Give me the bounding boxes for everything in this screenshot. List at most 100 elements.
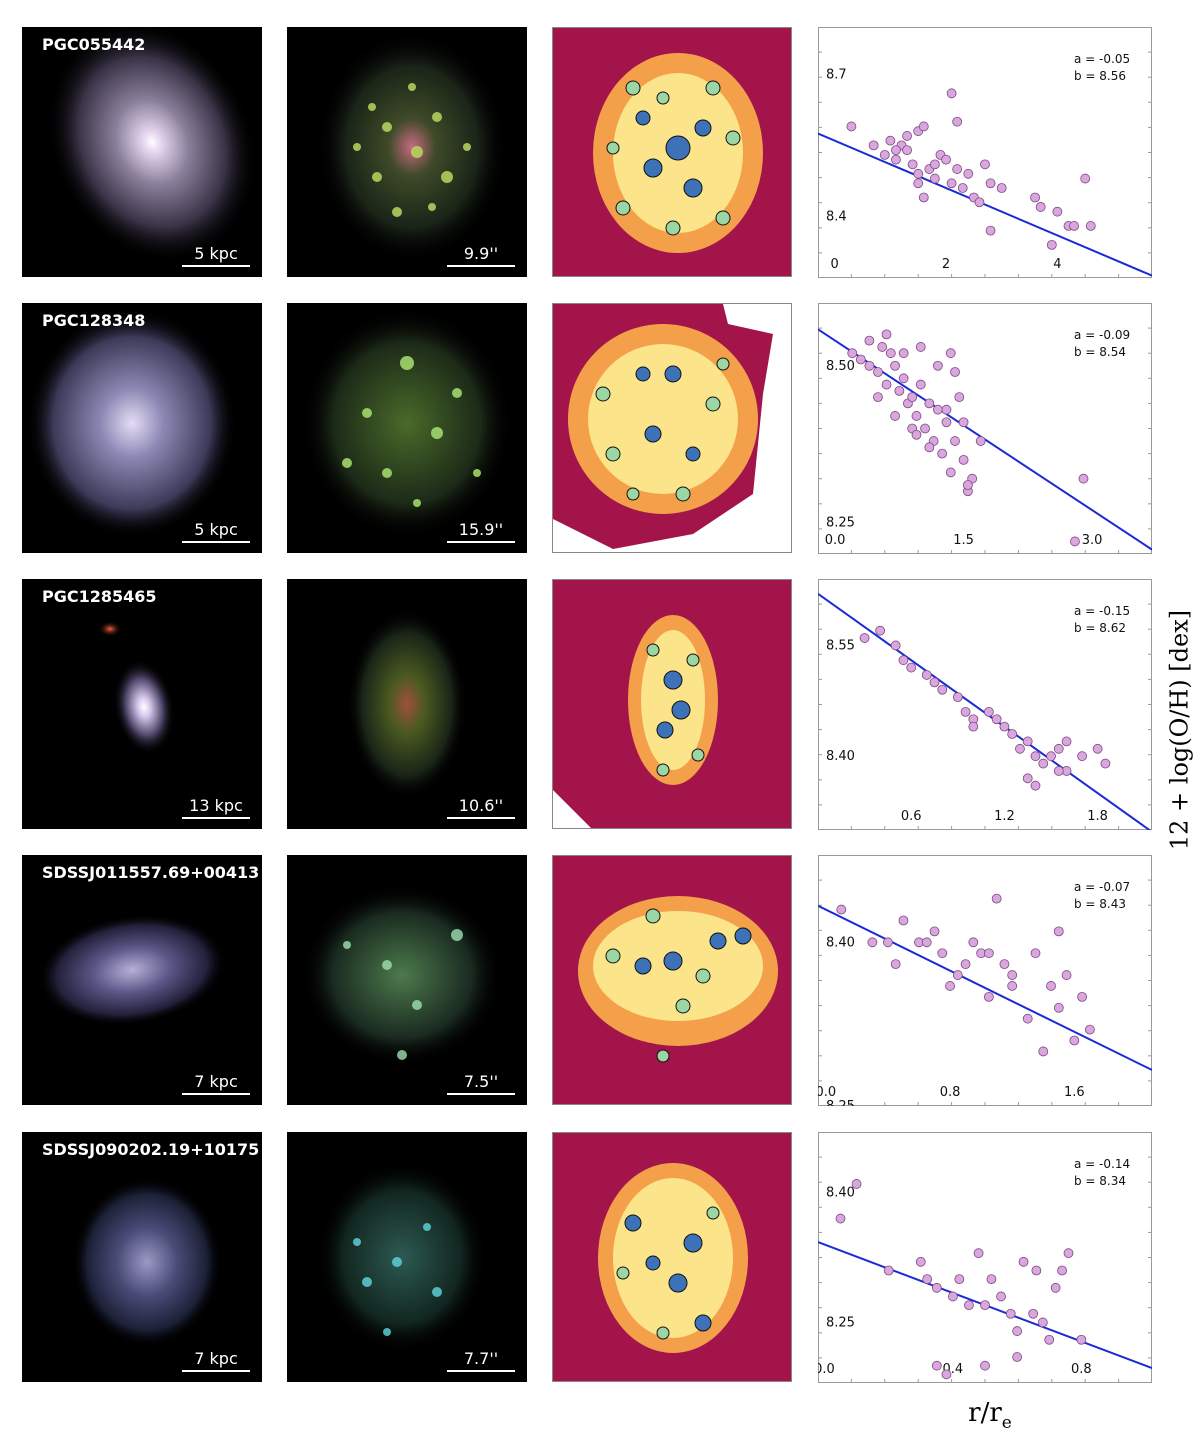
scale-bar-kpc: 13 kpc bbox=[182, 797, 250, 819]
plot-frame bbox=[818, 27, 1152, 278]
data-point bbox=[885, 348, 896, 359]
scale-bar-kpc: 5 kpc bbox=[182, 245, 250, 267]
data-point bbox=[922, 1274, 933, 1285]
data-point bbox=[975, 436, 986, 446]
data-point bbox=[902, 131, 912, 141]
data-point bbox=[898, 373, 909, 384]
data-point bbox=[1092, 743, 1103, 754]
data-point bbox=[1061, 970, 1072, 980]
y-tick-label: 8.40 bbox=[826, 749, 855, 764]
data-point bbox=[960, 706, 971, 717]
plot-frame bbox=[818, 855, 1152, 1106]
y-tick-label: 8.40 bbox=[826, 935, 855, 950]
data-point bbox=[924, 398, 935, 409]
data-point bbox=[924, 442, 935, 453]
fit-slope-label: a = -0.05 bbox=[1074, 52, 1130, 66]
data-point bbox=[1031, 1265, 1042, 1276]
emission-image-panel: 9.9'' bbox=[287, 27, 527, 277]
scale-label: 7.7'' bbox=[463, 1349, 499, 1368]
x-axis-label-text: r/r bbox=[968, 1398, 1002, 1428]
data-point bbox=[1030, 948, 1041, 959]
optical-image-panel: PGC1285465 13 kpc bbox=[22, 579, 262, 829]
x-tick-label: 0.0 bbox=[825, 533, 846, 548]
x-tick-label: 0.0 bbox=[818, 1362, 835, 1377]
scale-label: 10.6'' bbox=[458, 796, 504, 815]
scale-bar-kpc: 5 kpc bbox=[182, 521, 250, 543]
fit-intercept-label: b = 8.34 bbox=[1074, 1174, 1126, 1188]
metallicity-map-panel bbox=[552, 579, 792, 829]
y-tick-label: 8.7 bbox=[826, 67, 847, 82]
fit-intercept-label: b = 8.54 bbox=[1074, 345, 1126, 359]
metallicity-map bbox=[553, 28, 791, 276]
x-tick-label: 0.8 bbox=[1071, 1362, 1092, 1377]
data-point bbox=[913, 168, 924, 179]
optical-image-panel: SDSSJ090202.19+10175 7 kpc bbox=[22, 1132, 262, 1382]
data-point bbox=[915, 1256, 926, 1267]
x-tick-label: 1.6 bbox=[1064, 1085, 1085, 1100]
fit-slope-label: a = -0.15 bbox=[1074, 604, 1130, 618]
data-point bbox=[846, 121, 857, 132]
y-tick-label: 8.25 bbox=[826, 516, 855, 531]
x-tick-label: 0 bbox=[831, 257, 839, 272]
galaxy-emission-image bbox=[287, 1132, 527, 1382]
data-point bbox=[851, 1179, 862, 1189]
galaxy-name: PGC055442 bbox=[42, 35, 146, 54]
data-point bbox=[932, 360, 943, 371]
data-point bbox=[1069, 221, 1079, 231]
data-point bbox=[999, 959, 1010, 970]
data-point bbox=[885, 135, 896, 146]
data-point bbox=[883, 1265, 894, 1276]
data-point bbox=[911, 411, 922, 421]
data-point bbox=[864, 360, 875, 371]
fit-line bbox=[818, 132, 1152, 277]
data-point bbox=[1046, 239, 1057, 250]
fit-slope-label: a = -0.07 bbox=[1074, 880, 1130, 894]
data-point bbox=[941, 404, 952, 415]
metallicity-map-panel bbox=[552, 1132, 792, 1382]
data-point bbox=[1100, 758, 1111, 769]
data-point bbox=[932, 404, 943, 415]
data-point bbox=[946, 88, 957, 99]
data-point bbox=[879, 149, 890, 160]
scale-label: 13 kpc bbox=[189, 796, 243, 815]
data-point bbox=[1080, 173, 1091, 184]
data-point bbox=[962, 480, 973, 490]
data-point bbox=[1050, 1282, 1061, 1293]
data-point bbox=[891, 154, 901, 165]
data-point bbox=[941, 154, 951, 165]
data-point bbox=[881, 329, 892, 340]
data-point bbox=[898, 348, 909, 359]
data-point bbox=[1015, 743, 1025, 754]
optical-image-panel: SDSSJ011557.69+00413 7 kpc bbox=[22, 855, 262, 1105]
data-point bbox=[1053, 1002, 1064, 1013]
data-point bbox=[958, 417, 969, 428]
emission-image-panel: 7.5'' bbox=[287, 855, 527, 1105]
data-point bbox=[913, 178, 924, 189]
data-point bbox=[906, 662, 917, 673]
plot-frame bbox=[818, 579, 1152, 830]
galaxy-name: PGC1285465 bbox=[42, 587, 157, 606]
data-point bbox=[983, 948, 994, 959]
data-point bbox=[835, 1213, 846, 1224]
galaxy-emission-image bbox=[287, 855, 527, 1105]
scale-bar-kpc: 7 kpc bbox=[182, 1350, 250, 1372]
scale-label: 7 kpc bbox=[194, 1072, 238, 1091]
fit-intercept-label: b = 8.56 bbox=[1074, 69, 1126, 83]
data-point bbox=[968, 937, 979, 948]
data-point bbox=[950, 436, 960, 446]
galaxy-name: PGC128348 bbox=[42, 311, 146, 330]
data-point bbox=[881, 379, 892, 390]
data-point bbox=[1035, 202, 1046, 212]
data-point bbox=[920, 423, 930, 434]
data-point bbox=[1053, 766, 1064, 776]
galaxy-name: SDSSJ090202.19+10175 bbox=[42, 1140, 260, 1159]
x-tick-label: 0.8 bbox=[940, 1085, 961, 1100]
chart-0: 0 2 4 8.7 8.4 a = -0.05 b = 8.56 bbox=[818, 27, 1152, 278]
plot-frame bbox=[818, 1132, 1152, 1383]
data-point bbox=[1053, 743, 1064, 754]
data-point bbox=[952, 164, 963, 174]
data-point bbox=[996, 183, 1007, 193]
metallicity-map bbox=[553, 304, 791, 552]
data-point bbox=[1038, 758, 1049, 769]
data-point bbox=[941, 1369, 952, 1380]
